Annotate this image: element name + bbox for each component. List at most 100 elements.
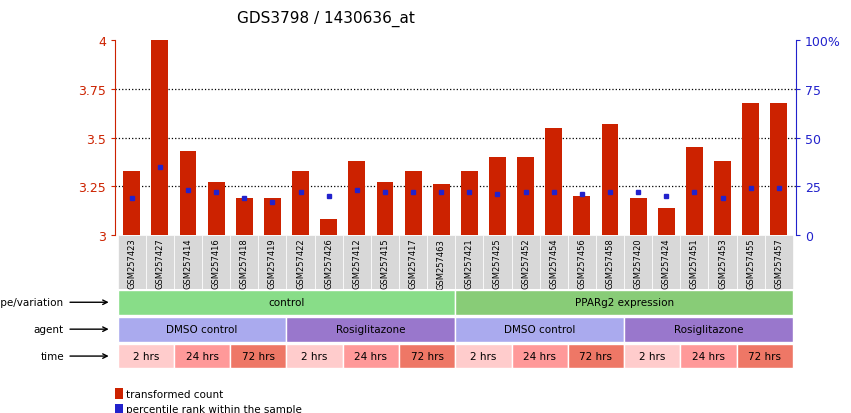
Bar [236,199,253,235]
Bar [433,185,449,235]
Bar [208,183,225,235]
Text: 2 hrs: 2 hrs [301,351,328,361]
FancyBboxPatch shape [624,344,680,368]
Text: PPARg2 expression: PPARg2 expression [574,297,674,308]
Text: GSM257419: GSM257419 [268,238,277,289]
Text: GSM257416: GSM257416 [212,238,220,289]
Bar [517,158,534,235]
Text: time: time [40,351,64,361]
Bar [574,197,591,235]
Bar [714,161,731,235]
Text: agent: agent [34,324,64,335]
Bar [202,235,231,289]
Bar [404,171,421,235]
Bar [686,148,703,235]
Text: 24 hrs: 24 hrs [186,351,219,361]
Bar [376,183,393,235]
FancyBboxPatch shape [624,317,793,342]
Text: GSM257427: GSM257427 [156,238,164,289]
FancyBboxPatch shape [399,344,455,368]
Text: GSM257414: GSM257414 [184,238,192,289]
Text: GSM257415: GSM257415 [380,238,390,289]
Bar [343,235,371,289]
Text: genotype/variation: genotype/variation [0,297,64,308]
Text: GSM257420: GSM257420 [634,238,643,289]
Bar [630,199,647,235]
Bar [680,235,709,289]
Bar [180,152,197,235]
FancyBboxPatch shape [455,344,511,368]
Bar [596,235,624,289]
FancyBboxPatch shape [287,344,343,368]
Bar [259,235,287,289]
Text: GSM257425: GSM257425 [493,238,502,289]
FancyBboxPatch shape [287,317,455,342]
Bar [117,235,146,289]
Bar [287,235,315,289]
Text: 72 hrs: 72 hrs [411,351,443,361]
Bar [511,235,540,289]
Text: transformed count: transformed count [126,389,223,399]
Bar [545,129,563,235]
Bar [174,235,202,289]
Bar [348,161,365,235]
FancyBboxPatch shape [343,344,399,368]
Text: GSM257454: GSM257454 [549,238,558,289]
Text: 72 hrs: 72 hrs [242,351,275,361]
Text: GSM257426: GSM257426 [324,238,334,289]
Text: GSM257457: GSM257457 [774,238,783,289]
FancyBboxPatch shape [455,317,624,342]
FancyBboxPatch shape [455,290,793,315]
Bar [123,171,140,235]
Text: GSM257456: GSM257456 [577,238,586,289]
FancyBboxPatch shape [568,344,624,368]
Bar [602,125,619,235]
Text: Rosiglitazone: Rosiglitazone [674,324,743,335]
Text: GSM257423: GSM257423 [128,238,136,289]
Text: 2 hrs: 2 hrs [639,351,665,361]
Text: GDS3798 / 1430636_at: GDS3798 / 1430636_at [237,11,415,27]
Text: DMSO control: DMSO control [504,324,575,335]
Text: percentile rank within the sample: percentile rank within the sample [126,404,302,413]
Bar [320,220,337,235]
Bar [146,235,174,289]
Text: GSM257451: GSM257451 [690,238,699,289]
FancyBboxPatch shape [117,344,174,368]
Bar [652,235,680,289]
Bar [658,208,675,235]
Bar [568,235,596,289]
FancyBboxPatch shape [737,344,793,368]
Bar [292,171,309,235]
Bar [264,199,281,235]
Text: GSM257455: GSM257455 [746,238,755,289]
Text: Rosiglitazone: Rosiglitazone [336,324,406,335]
FancyBboxPatch shape [174,344,231,368]
Text: control: control [268,297,305,308]
Text: GSM257412: GSM257412 [352,238,362,289]
Bar [489,158,506,235]
Text: GSM257422: GSM257422 [296,238,305,289]
Text: DMSO control: DMSO control [167,324,237,335]
Text: GSM257417: GSM257417 [408,238,418,289]
FancyBboxPatch shape [511,344,568,368]
Text: GSM257424: GSM257424 [662,238,671,289]
FancyBboxPatch shape [231,344,287,368]
Bar [455,235,483,289]
Bar [151,41,168,235]
FancyBboxPatch shape [117,317,287,342]
Bar [770,103,787,235]
Bar [737,235,765,289]
Text: 24 hrs: 24 hrs [692,351,725,361]
Text: GSM257453: GSM257453 [718,238,727,289]
Text: 24 hrs: 24 hrs [354,351,387,361]
FancyBboxPatch shape [680,344,737,368]
Text: GSM257463: GSM257463 [437,238,446,289]
Bar [742,103,759,235]
Bar [231,235,259,289]
Text: 72 hrs: 72 hrs [580,351,613,361]
Text: 24 hrs: 24 hrs [523,351,557,361]
Text: GSM257418: GSM257418 [240,238,248,289]
Bar [765,235,793,289]
Bar [315,235,343,289]
Bar [461,171,477,235]
